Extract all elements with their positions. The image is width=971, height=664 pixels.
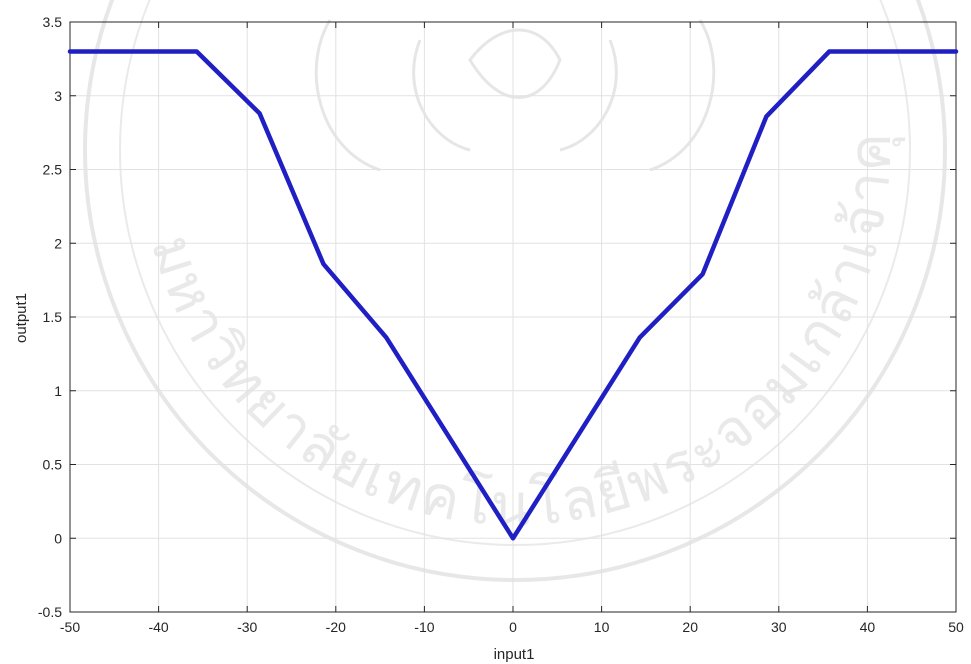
y-tick-label: 0.5 [43, 457, 63, 473]
x-tick-label: -20 [326, 619, 346, 635]
y-tick-label: 0 [54, 530, 62, 546]
y-tick-label: 3 [54, 88, 62, 104]
x-tick-label: -30 [237, 619, 257, 635]
x-tick-label: 10 [594, 619, 610, 635]
tick-labels: -50 -40 -30 -20 -10 0 10 20 30 40 50 -0.5 0 0.5 1 1.5 2 2… [38, 14, 964, 635]
grid [69, 21, 957, 613]
x-axis-label: input1 [494, 646, 535, 663]
x-tick-label: -10 [414, 619, 434, 635]
x-tick-label: -50 [60, 619, 80, 635]
x-tick-label: 40 [860, 619, 876, 635]
x-tick-label: 30 [771, 619, 787, 635]
y-tick-label: 1.5 [43, 309, 63, 325]
y-tick-label: 1 [54, 383, 62, 399]
y-axis-label: output1 [13, 293, 30, 343]
y-tick-label: -0.5 [38, 604, 62, 620]
x-tick-label: 50 [948, 619, 964, 635]
x-tick-label: 0 [509, 619, 517, 635]
y-tick-label: 2.5 [43, 162, 63, 178]
svg-text:มหาวิทยาลัยเทคโนโลยีพระจอมเกล้: มหาวิทยาลัยเทคโนโลยีพระจอมเกล้าเจ้าคุณทห… [0, 0, 904, 539]
y-tick-label: 3.5 [43, 14, 63, 30]
x-tick-label: 20 [682, 619, 698, 635]
series-lines [67, 49, 959, 541]
x-tick-label: -40 [148, 619, 168, 635]
y-tick-label: 2 [54, 235, 62, 251]
axes [69, 21, 957, 613]
university-seal-watermark: มหาวิทยาลัยเทคโนโลยีพระจอมเกล้าเจ้าคุณทห… [0, 0, 947, 582]
